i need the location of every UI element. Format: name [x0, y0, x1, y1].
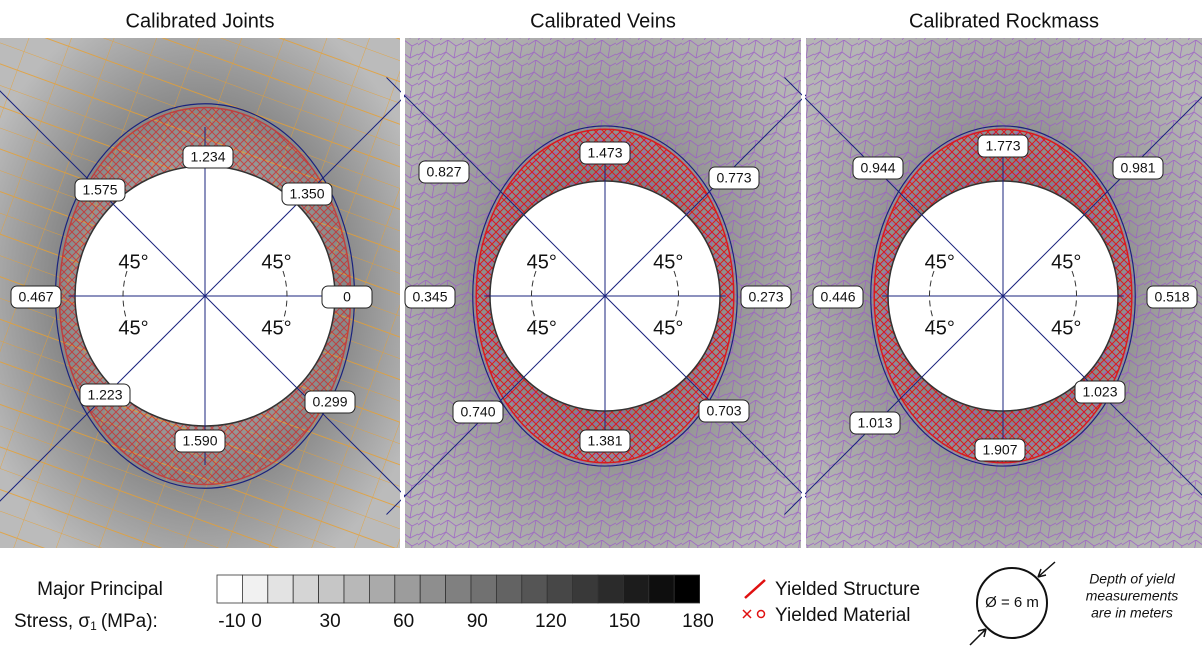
colorbar-tick: 180 [682, 611, 714, 632]
legend-label: Yielded Structure [775, 579, 920, 600]
depth-label: 0.740 [460, 404, 495, 420]
depth-label: 0.446 [820, 289, 855, 305]
legend-label: Yielded Material [775, 605, 911, 626]
depth-label: 1.773 [985, 138, 1020, 154]
depth-label: 1.473 [587, 145, 622, 161]
panel-title: Calibrated Joints [126, 10, 275, 32]
colorbar-title: Major Principal [37, 579, 163, 600]
note: Depth of yield [1089, 571, 1176, 587]
colorbar-tick: 60 [393, 611, 414, 632]
colorbar-cell [344, 575, 369, 603]
material-symbol [743, 610, 751, 618]
depth-label: 0.345 [412, 289, 447, 305]
depth-label: 1.590 [182, 433, 217, 449]
legend-area: Major Principal Stress, σ1(MPa): -10 0 30 6… [14, 562, 1178, 645]
colorbar-tick: 30 [320, 611, 341, 632]
note: are in meters [1091, 605, 1173, 621]
colorbar-cell [674, 575, 699, 603]
colorbar-cell [522, 575, 547, 603]
colorbar-cell [293, 575, 318, 603]
angle-label: 45° [527, 317, 557, 339]
panels: Calibrated Joints 45° 45° 45° 45° 1.234 1.575 1… [0, 10, 1202, 548]
figure: Calibrated Joints 45° 45° 45° 45° 1.234 1.575 1… [0, 0, 1202, 650]
colorbar-title: Stress, σ1(MPa): [14, 611, 158, 633]
colorbar-cell [420, 575, 445, 603]
colorbar-tick: -10 [218, 611, 245, 632]
colorbar-cell [649, 575, 674, 603]
colorbar-cell [217, 575, 242, 603]
diameter-label: Ø = 6 m [985, 594, 1039, 611]
depth-label: 1.223 [87, 387, 122, 403]
material-symbol [758, 611, 765, 618]
colorbar-cell [547, 575, 572, 603]
depth-label: 0.944 [860, 160, 895, 176]
colorbar-tick: 120 [535, 611, 567, 632]
colorbar-cell [496, 575, 521, 603]
structure-symbol [745, 580, 765, 598]
depth-label: 0.299 [312, 394, 347, 410]
angle-label: 45° [261, 317, 291, 339]
angle-label: 45° [118, 317, 148, 339]
depth-label: 0.773 [716, 170, 751, 186]
colorbar-cell [623, 575, 648, 603]
colorbar: -10 0 30 60 90 120 150 180 [217, 575, 714, 632]
panel-title: Calibrated Veins [530, 10, 676, 32]
colorbar-cell [369, 575, 394, 603]
angle-label: 45° [925, 317, 955, 339]
depth-label: 1.023 [1082, 384, 1117, 400]
angle-label: 45° [925, 251, 955, 273]
depth-label: 0.518 [1154, 289, 1189, 305]
colorbar-cell [242, 575, 267, 603]
colorbar-cell [598, 575, 623, 603]
note: measurements [1086, 588, 1179, 604]
depth-label: 0.827 [426, 164, 461, 180]
depth-label: 0.467 [18, 289, 53, 305]
angle-label: 45° [1051, 251, 1081, 273]
depth-label: 0.703 [706, 403, 741, 419]
colorbar-cell [395, 575, 420, 603]
colorbar-tick: 0 [251, 611, 262, 632]
angle-label: 45° [653, 317, 683, 339]
colorbar-cell [446, 575, 471, 603]
depth-label: 1.350 [289, 186, 324, 202]
panel-title: Calibrated Rockmass [909, 10, 1099, 32]
colorbar-cell [268, 575, 293, 603]
angle-label: 45° [261, 251, 291, 273]
colorbar-cell [573, 575, 598, 603]
angle-label: 45° [118, 251, 148, 273]
colorbar-tick: 150 [609, 611, 641, 632]
depth-label: 1.907 [982, 442, 1017, 458]
depth-label: 1.575 [82, 182, 117, 198]
colorbar-cell [319, 575, 344, 603]
angle-label: 45° [653, 251, 683, 273]
colorbar-cell [471, 575, 496, 603]
depth-label: 1.381 [587, 433, 622, 449]
angle-label: 45° [1051, 317, 1081, 339]
depth-label: 0 [343, 289, 351, 305]
depth-label: 0.273 [748, 289, 783, 305]
depth-label: 1.234 [190, 149, 225, 165]
angle-label: 45° [527, 251, 557, 273]
colorbar-tick: 90 [467, 611, 488, 632]
depth-label: 1.013 [857, 415, 892, 431]
depth-label: 0.981 [1120, 160, 1155, 176]
